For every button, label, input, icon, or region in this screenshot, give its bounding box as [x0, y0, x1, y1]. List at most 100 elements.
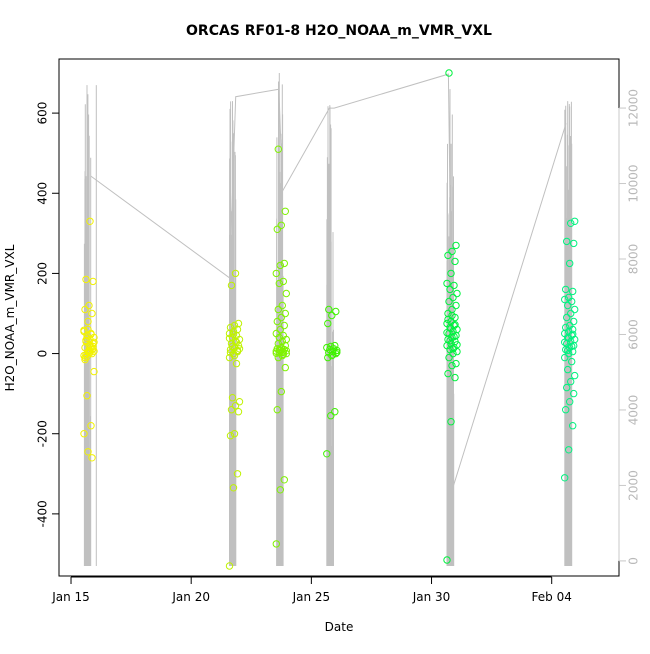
data-point [452, 301, 460, 310]
data-point [272, 349, 280, 357]
data-point [275, 279, 283, 288]
x-tick-label: Jan 25 [292, 590, 331, 604]
data-point [443, 279, 451, 288]
data-point [85, 301, 93, 310]
data-point [564, 346, 572, 355]
data-point [276, 261, 284, 270]
data-point [571, 371, 579, 380]
data-point [231, 269, 240, 278]
data-point [281, 363, 289, 372]
data-point [571, 305, 579, 314]
y2-tick-label: 0 [627, 557, 641, 565]
data-point [451, 257, 459, 266]
x-axis-title: Date [325, 620, 354, 634]
y2-tick-label: 4000 [627, 395, 641, 426]
data-point [225, 353, 234, 362]
data-point [273, 345, 281, 353]
data-point [565, 293, 573, 302]
data-point [226, 323, 235, 332]
data-point [230, 351, 239, 360]
data-point [272, 269, 280, 278]
data-point [446, 285, 454, 294]
data-point [235, 398, 244, 406]
data-point [229, 330, 238, 338]
data-point [568, 357, 576, 366]
data-point [228, 394, 237, 402]
data-point [82, 275, 90, 284]
data-point [272, 329, 280, 338]
data-point [84, 448, 92, 456]
data-point [449, 293, 457, 302]
y-axis: -400 -200 0 200 400 600 [36, 102, 60, 527]
data-point [331, 408, 339, 416]
data-point [447, 325, 455, 333]
data-point [561, 474, 569, 482]
y2-axis: 0 2000 4000 6000 8000 10000 12000 [618, 89, 641, 565]
data-point [451, 321, 459, 329]
data-point [276, 486, 284, 494]
data-point [570, 317, 578, 326]
x-axis: Jan 15 Jan 20 Jan 25 Jan 30 Feb 04 [51, 576, 572, 604]
data-point [277, 387, 285, 396]
data-point [89, 277, 97, 286]
data-point [84, 317, 92, 326]
y2-tick-label: 6000 [627, 319, 641, 350]
data-point [277, 313, 285, 322]
data-point [448, 247, 456, 256]
data-point [327, 412, 335, 420]
data-point [323, 450, 331, 458]
data-point [568, 342, 576, 351]
data-point [444, 251, 452, 260]
data-point [227, 406, 236, 414]
data-point [448, 311, 456, 320]
data-point [564, 365, 572, 374]
data-point [276, 325, 284, 334]
data-point [563, 313, 571, 322]
data-point [232, 338, 241, 346]
data-point [81, 305, 89, 314]
data-point [280, 476, 288, 484]
data-point [448, 361, 456, 370]
data-point [569, 330, 577, 338]
data-point [231, 402, 240, 410]
data-point [453, 341, 461, 349]
y-tick-label: 0 [36, 350, 50, 358]
data-point [566, 259, 574, 268]
data-point-layer [80, 69, 579, 570]
data-point [87, 343, 95, 351]
data-point [83, 353, 91, 361]
data-point [444, 369, 452, 378]
x-tick-label: Feb 04 [532, 590, 572, 604]
y-axis-title: H2O_NOAA_m_VMR_VXL [3, 244, 17, 391]
data-point [567, 219, 575, 228]
data-point [565, 446, 573, 454]
data-point [443, 329, 451, 337]
data-point [280, 259, 288, 268]
data-point [277, 221, 285, 230]
data-point [332, 307, 340, 316]
data-point [80, 326, 88, 334]
data-point [569, 422, 577, 430]
data-point [227, 281, 236, 290]
data-point [225, 334, 234, 342]
data-point [272, 540, 280, 548]
data-point [444, 315, 452, 324]
data-point [563, 383, 571, 392]
y2-tick-label: 2000 [627, 470, 641, 501]
data-point [234, 319, 243, 328]
data-point [570, 239, 578, 248]
data-point [226, 432, 235, 440]
data-point [447, 269, 455, 278]
data-point [230, 321, 239, 330]
data-point [567, 377, 575, 386]
data-point [331, 341, 339, 350]
data-point [90, 367, 98, 376]
data-point [450, 333, 458, 341]
data-point [83, 392, 91, 400]
data-point [562, 323, 570, 332]
y-tick-label: 600 [36, 102, 50, 125]
data-point [232, 359, 241, 368]
chart-title: ORCAS RF01-8 H2O_NOAA_m_VMR_VXL [186, 23, 492, 39]
data-point [88, 454, 96, 462]
data-point [563, 237, 571, 246]
